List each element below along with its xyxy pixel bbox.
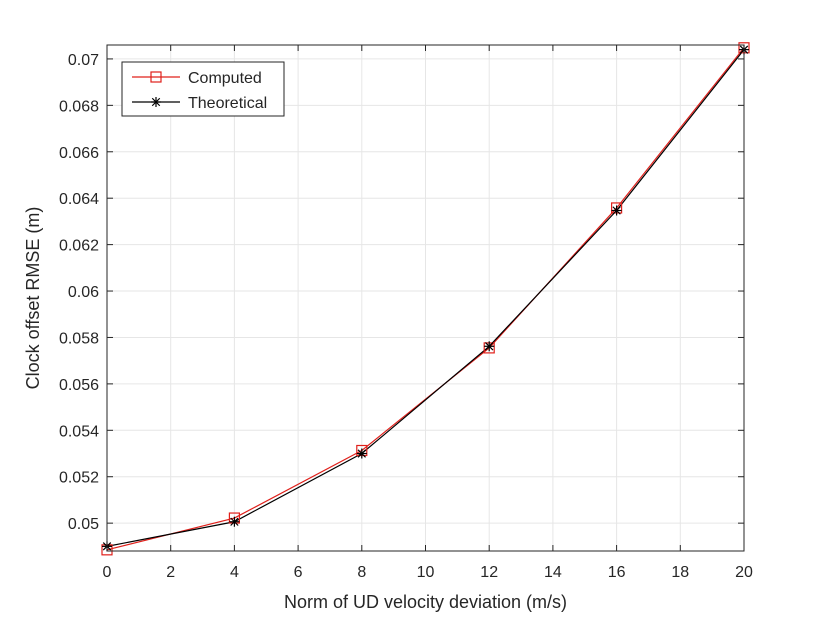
legend-label: Computed: [188, 70, 262, 87]
x-tick-label: 16: [608, 564, 626, 581]
data-point-theoretical: [356, 448, 367, 459]
y-tick-label: 0.06: [68, 284, 99, 301]
x-tick-label: 8: [357, 564, 366, 581]
x-tick-label: 20: [735, 564, 753, 581]
x-tick-label: 0: [103, 564, 112, 581]
x-tick-label: 6: [294, 564, 303, 581]
legend-label: Theoretical: [188, 95, 267, 112]
data-point-theoretical: [484, 341, 495, 352]
x-tick-label: 12: [480, 564, 498, 581]
x-axis-label: Norm of UD velocity deviation (m/s): [284, 592, 567, 612]
data-point-theoretical: [229, 516, 240, 527]
y-tick-label: 0.052: [59, 470, 99, 487]
axes: 0 2 4 6 8 10 12 14 16 18 20 0.05 0.052 0.054 0.056 0.05…: [59, 44, 753, 581]
x-tick-label: 10: [417, 564, 435, 581]
y-tick-label: 0.05: [68, 516, 99, 533]
y-tick-label: 0.058: [59, 330, 99, 347]
x-tick-label: 14: [544, 564, 562, 581]
y-tick-label: 0.062: [59, 238, 99, 255]
legend-marker-square: [150, 71, 162, 83]
legend-marker-asterisk: [151, 97, 161, 107]
y-tick-label: 0.054: [59, 423, 99, 440]
data-point-theoretical: [611, 205, 622, 216]
y-tick-label: 0.064: [59, 191, 99, 208]
y-tick-label: 0.066: [59, 145, 99, 162]
y-tick-label: 0.07: [68, 52, 99, 69]
y-tick-label: 0.056: [59, 377, 99, 394]
y-axis-label: Clock offset RMSE (m): [23, 207, 43, 390]
y-tick-label: 0.068: [59, 98, 99, 115]
x-tick-label: 2: [166, 564, 175, 581]
legend: Computed Theoretical: [121, 61, 285, 117]
x-tick-label: 18: [671, 564, 689, 581]
series-line-theoretical: [106, 49, 745, 547]
grid: [107, 45, 744, 551]
x-tick-label: 4: [230, 564, 239, 581]
legend-box: [121, 61, 285, 117]
